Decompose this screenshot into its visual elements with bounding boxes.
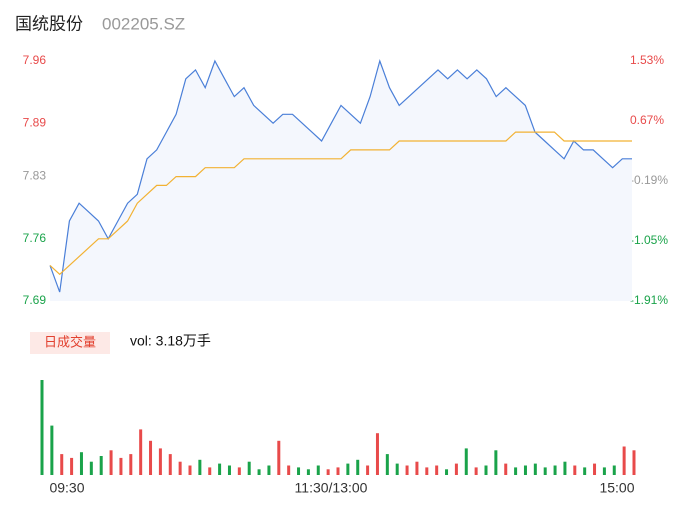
volume-bar bbox=[366, 465, 370, 475]
volume-bar bbox=[50, 425, 54, 475]
volume-bar bbox=[218, 463, 222, 475]
volume-bar bbox=[316, 465, 320, 475]
volume-bar bbox=[573, 465, 577, 475]
volume-bar bbox=[602, 467, 606, 475]
volume-bar bbox=[612, 465, 616, 475]
volume-bar bbox=[40, 380, 44, 475]
x-tick-label: 11:30/13:00 bbox=[295, 480, 368, 496]
volume-bar bbox=[149, 440, 153, 475]
volume-badge bbox=[30, 332, 110, 354]
volume-bar bbox=[385, 454, 389, 475]
volume-bar bbox=[622, 446, 626, 475]
volume-bar bbox=[79, 452, 83, 475]
volume-bar bbox=[375, 433, 379, 475]
y2-tick-label: -1.05% bbox=[630, 233, 668, 247]
volume-bar bbox=[504, 463, 508, 475]
y2-tick-label: 0.67% bbox=[630, 113, 664, 127]
volume-bar bbox=[593, 463, 597, 475]
volume-bar bbox=[543, 467, 547, 475]
volume-bar bbox=[405, 465, 409, 475]
volume-bar bbox=[129, 454, 133, 475]
volume-bar bbox=[267, 465, 271, 475]
volume-bar bbox=[583, 467, 587, 475]
y2-tick-label: -0.19% bbox=[630, 173, 668, 187]
volume-bar bbox=[464, 448, 468, 475]
volume-bar bbox=[168, 454, 172, 475]
volume-bar bbox=[277, 440, 281, 475]
volume-bar bbox=[178, 461, 182, 475]
volume-bar bbox=[474, 467, 478, 475]
volume-bar bbox=[287, 465, 291, 475]
y-tick-label: 7.96 bbox=[23, 53, 47, 67]
volume-bar bbox=[198, 459, 202, 475]
volume-bar bbox=[109, 450, 113, 475]
volume-bar bbox=[99, 456, 103, 475]
y-tick-label: 7.89 bbox=[23, 115, 47, 129]
volume-bar bbox=[60, 454, 64, 475]
volume-bar bbox=[346, 463, 350, 475]
y2-tick-label: 1.53% bbox=[630, 53, 664, 67]
volume-bar bbox=[454, 463, 458, 475]
volume-bar bbox=[119, 457, 123, 475]
stock-name: 国统股份 bbox=[15, 14, 83, 33]
volume-bar bbox=[139, 429, 143, 475]
volume-bar bbox=[425, 467, 429, 475]
volume-bar bbox=[356, 459, 360, 475]
y-tick-label: 7.76 bbox=[23, 231, 47, 245]
volume-total: vol: 3.18万手 bbox=[130, 333, 211, 349]
y-tick-label: 7.83 bbox=[23, 169, 47, 183]
x-tick-label: 09:30 bbox=[49, 480, 84, 496]
volume-bar bbox=[533, 463, 537, 475]
volume-title: 日成交量 bbox=[44, 334, 96, 349]
volume-bar bbox=[445, 469, 449, 475]
y2-tick-label: -1.91% bbox=[630, 293, 668, 307]
stock-code: 002205.SZ bbox=[102, 14, 185, 33]
y-tick-label: 7.69 bbox=[23, 293, 47, 307]
volume-bar bbox=[306, 469, 310, 475]
volume-bar bbox=[523, 465, 527, 475]
volume-bar bbox=[395, 463, 399, 475]
price-area bbox=[50, 61, 632, 301]
volume-bar bbox=[227, 465, 231, 475]
volume-bar bbox=[415, 461, 419, 475]
volume-bar bbox=[188, 465, 192, 475]
average-line bbox=[49, 131, 632, 276]
volume-bar bbox=[208, 467, 212, 475]
volume-bar bbox=[494, 450, 498, 475]
volume-bar bbox=[257, 469, 261, 475]
volume-bar bbox=[297, 467, 301, 475]
volume-bar bbox=[158, 448, 162, 475]
volume-bar bbox=[435, 465, 439, 475]
x-tick-label: 15:00 bbox=[599, 480, 634, 496]
volume-bar bbox=[484, 465, 488, 475]
volume-bar bbox=[514, 467, 518, 475]
volume-bar bbox=[632, 450, 636, 475]
volume-bar bbox=[336, 467, 340, 475]
volume-bar bbox=[326, 469, 330, 475]
volume-bar bbox=[237, 467, 241, 475]
volume-bar bbox=[70, 457, 74, 475]
volume-bar bbox=[563, 461, 567, 475]
volume-bar bbox=[553, 465, 557, 475]
volume-bar bbox=[89, 461, 93, 475]
volume-bar bbox=[247, 461, 251, 475]
